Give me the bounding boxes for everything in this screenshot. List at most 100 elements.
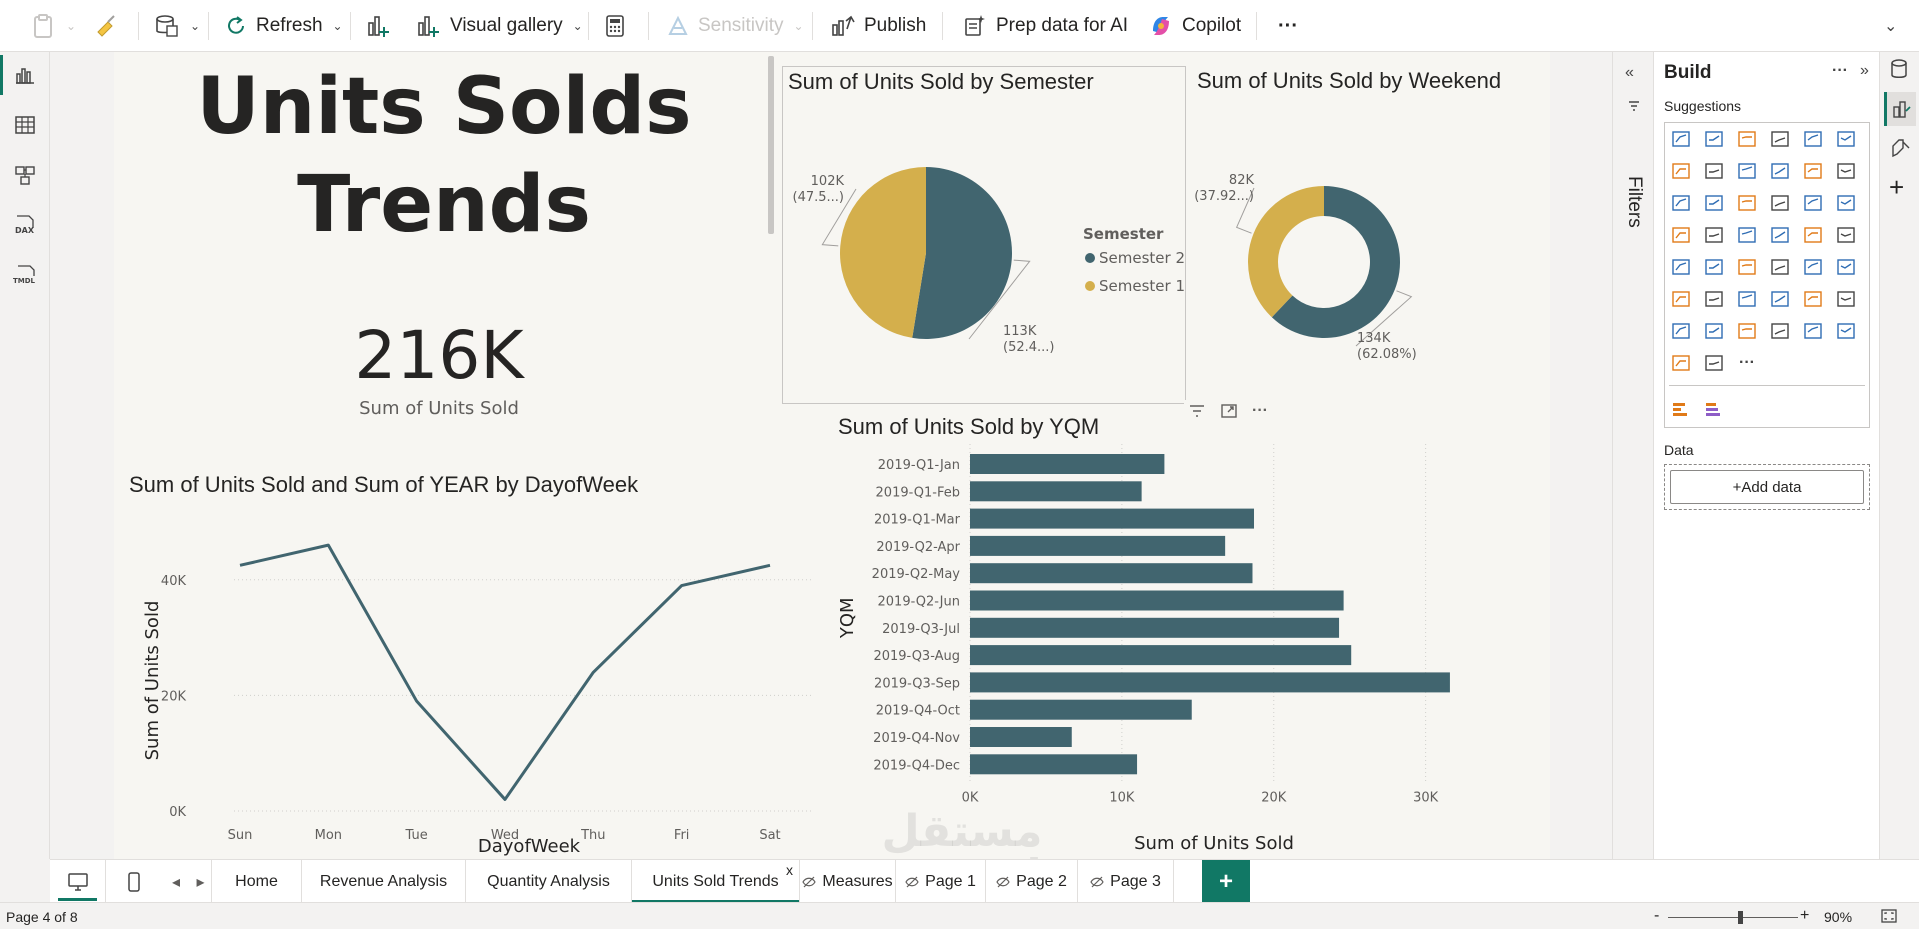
treemap-icon[interactable] xyxy=(1669,223,1693,247)
kpi-icon[interactable] xyxy=(1702,255,1726,279)
tab-revenue-analysis[interactable]: Revenue Analysis xyxy=(302,860,466,903)
ribbon-collapse-button[interactable]: ⌄ xyxy=(1882,10,1897,42)
card-icon[interactable] xyxy=(1834,223,1858,247)
filters-collapse-icon[interactable]: « xyxy=(1625,64,1634,81)
paste-button[interactable]: ⌄ xyxy=(32,10,76,42)
key-influencers-icon[interactable] xyxy=(1702,287,1726,311)
area-icon[interactable] xyxy=(1702,159,1726,183)
100-column-icon[interactable] xyxy=(1834,127,1858,151)
stacked-area-icon[interactable] xyxy=(1735,159,1759,183)
map-icon[interactable] xyxy=(1702,223,1726,247)
gauge-icon[interactable] xyxy=(1801,223,1825,247)
get-data-button[interactable]: ⌄ xyxy=(154,10,200,42)
publish-button[interactable]: Publish xyxy=(830,10,926,42)
matrix-icon[interactable] xyxy=(1801,255,1825,279)
report-view-button[interactable] xyxy=(0,55,50,95)
build-more-icon[interactable]: ··· xyxy=(1832,62,1848,79)
custom-visual-2-icon[interactable] xyxy=(1702,397,1726,421)
tab-scroll-left[interactable]: ◂ xyxy=(162,860,190,903)
refresh-button[interactable]: Refresh ⌄ xyxy=(224,10,343,42)
visual-gallery-button[interactable]: Visual gallery ⌄ xyxy=(416,10,583,42)
tab-units-sold-trends[interactable]: Units Sold Trends x xyxy=(632,860,800,903)
add-data-button[interactable]: +Add data xyxy=(1670,470,1864,504)
canvas-scrollbar[interactable] xyxy=(768,56,774,234)
tab-quantity-analysis[interactable]: Quantity Analysis xyxy=(466,860,632,903)
azure-map-icon[interactable] xyxy=(1768,223,1792,247)
funnel-icon[interactable] xyxy=(1735,191,1759,215)
semester-pie-visual[interactable]: Sum of Units Sold by Semester 113K (52.4.… xyxy=(782,66,1186,404)
qa-icon[interactable] xyxy=(1768,287,1792,311)
add-page-button[interactable]: + xyxy=(1202,860,1250,903)
calculator-button[interactable] xyxy=(604,10,626,42)
filters-pane[interactable]: « Filters xyxy=(1612,52,1654,859)
table-view-button[interactable] xyxy=(0,105,50,145)
clustered-column-icon[interactable] xyxy=(1768,127,1792,151)
more-icon[interactable]: ··· xyxy=(1739,354,1755,371)
paginated-icon[interactable] xyxy=(1669,319,1693,343)
clustered-bar-icon[interactable] xyxy=(1735,127,1759,151)
power-apps-icon[interactable] xyxy=(1669,351,1693,375)
more-options-button[interactable]: ··· xyxy=(1278,10,1298,42)
tab-scroll-right[interactable]: ▸ xyxy=(190,860,212,903)
kpi-card[interactable]: 216K Sum of Units Sold xyxy=(314,314,564,474)
slicer-icon[interactable] xyxy=(1735,255,1759,279)
yqm-bar-visual[interactable]: Sum of Units Sold by YQM ··· 0K 10K 20K 30K… xyxy=(824,400,1550,858)
smart-narrative-icon[interactable] xyxy=(1801,287,1825,311)
zoom-out-button[interactable]: - xyxy=(1654,907,1660,924)
line-stacked-icon[interactable] xyxy=(1669,191,1693,215)
tab-home[interactable]: Home xyxy=(212,860,302,903)
custom-visual-1-icon[interactable] xyxy=(1669,397,1693,421)
decomposition-tree-icon[interactable] xyxy=(1735,287,1759,311)
power-automate-icon[interactable] xyxy=(1702,351,1726,375)
stacked-bar-icon[interactable] xyxy=(1669,127,1693,151)
line-column-icon[interactable] xyxy=(1834,159,1858,183)
scatter-icon[interactable] xyxy=(1768,191,1792,215)
python-visual-icon[interactable] xyxy=(1669,287,1693,311)
copilot-button[interactable]: Copilot xyxy=(1148,10,1241,42)
focus-mode-icon[interactable] xyxy=(1220,403,1238,419)
tab-measures[interactable]: Measures xyxy=(800,860,896,903)
mobile-layout-button[interactable] xyxy=(106,860,162,903)
tab-page-3[interactable]: Page 3 xyxy=(1078,860,1174,903)
weekend-donut-visual[interactable]: Sum of Units Sold by Weekend 134K (62.08%… xyxy=(1192,66,1550,404)
format-painter-button[interactable] xyxy=(94,10,118,42)
slicer-new-icon[interactable] xyxy=(1735,319,1759,343)
title-textbox[interactable]: Units Solds Trends xyxy=(114,58,774,258)
zoom-in-button[interactable]: + xyxy=(1800,907,1810,924)
model-view-button[interactable] xyxy=(0,155,50,195)
format-pane-button[interactable] xyxy=(1889,136,1911,163)
new-visual-button[interactable] xyxy=(366,10,392,42)
fit-to-page-button[interactable] xyxy=(1880,908,1898,927)
waterfall-line-icon[interactable] xyxy=(1801,159,1825,183)
filled-map-icon[interactable] xyxy=(1735,223,1759,247)
metrics-icon[interactable] xyxy=(1834,287,1858,311)
filter-icon[interactable] xyxy=(1188,403,1206,419)
multi-row-card-icon[interactable] xyxy=(1669,255,1693,279)
tab-page-2[interactable]: Page 2 xyxy=(986,860,1078,903)
zoom-slider-thumb[interactable] xyxy=(1737,911,1743,924)
tab-page-1[interactable]: Page 1 xyxy=(896,860,986,903)
more-options-icon[interactable]: ··· xyxy=(1252,402,1268,419)
build-collapse-icon[interactable]: » xyxy=(1860,62,1869,79)
ribbon-icon[interactable] xyxy=(1768,159,1792,183)
card-new-icon[interactable] xyxy=(1702,319,1726,343)
prep-data-button[interactable]: Prep data for AI xyxy=(962,10,1128,42)
100-bar-icon[interactable] xyxy=(1801,127,1825,151)
stacked-column-icon[interactable] xyxy=(1702,127,1726,151)
sensitivity-button[interactable]: Sensitivity ⌄ xyxy=(666,10,804,42)
build-pane-button[interactable] xyxy=(1884,92,1916,126)
data-pane-button[interactable] xyxy=(1889,58,1909,85)
dayofweek-line-visual[interactable]: Sum of Units Sold and Sum of YEAR by Day… xyxy=(124,472,824,858)
text-slicer-icon[interactable] xyxy=(1801,319,1825,343)
line-icon[interactable] xyxy=(1669,159,1693,183)
add-pane-button[interactable]: + xyxy=(1889,172,1905,202)
button-slicer-icon[interactable] xyxy=(1768,319,1792,343)
waterfall-icon[interactable] xyxy=(1702,191,1726,215)
table-icon[interactable] xyxy=(1768,255,1792,279)
desktop-layout-button[interactable] xyxy=(50,860,106,903)
azure-maps-icon[interactable] xyxy=(1834,319,1858,343)
pie-icon[interactable] xyxy=(1801,191,1825,215)
tab-close-icon[interactable]: x xyxy=(786,862,793,878)
donut-icon[interactable] xyxy=(1834,191,1858,215)
zoom-slider[interactable] xyxy=(1668,911,1798,924)
